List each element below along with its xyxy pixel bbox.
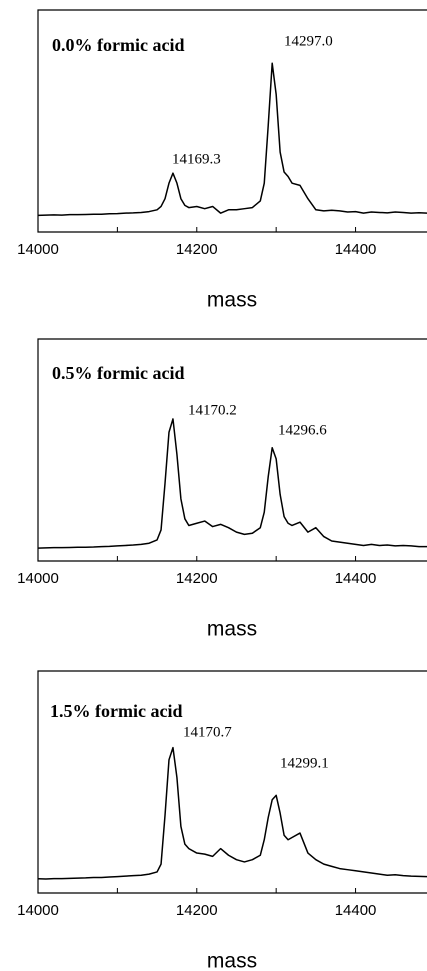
peak-label: 14299.1	[280, 755, 329, 771]
spectrum-line	[37, 746, 427, 880]
plot-frame	[37, 9, 427, 233]
peak-label: 14296.6	[278, 422, 327, 438]
x-tick-label: 14200	[176, 241, 218, 258]
x-tick-label: 14400	[335, 902, 377, 919]
peak-label: 14170.7	[183, 724, 232, 740]
x-axis-label: mass	[207, 289, 257, 312]
spectrum-line	[37, 418, 427, 549]
x-tick-label: 14400	[335, 570, 377, 587]
x-tick-label: 14200	[176, 570, 218, 587]
plot-frame	[37, 338, 427, 562]
peak-label: 14170.2	[188, 402, 237, 418]
peak-label: 14169.3	[172, 151, 221, 167]
x-axis-label: mass	[207, 618, 257, 641]
peak-label: 14297.0	[284, 33, 333, 49]
plot-frame	[37, 670, 427, 894]
x-tick-label: 14000	[17, 570, 59, 587]
panel-title: 0.5% formic acid	[52, 363, 184, 383]
panel-title: 1.5% formic acid	[50, 701, 182, 721]
x-tick-label: 14200	[176, 902, 218, 919]
panel-title: 0.0% formic acid	[52, 35, 184, 55]
x-tick-label: 14000	[17, 902, 59, 919]
x-axis-label: mass	[207, 950, 257, 971]
x-tick-label: 14400	[335, 241, 377, 258]
x-tick-label: 14000	[17, 241, 59, 258]
spectrum-line	[37, 62, 427, 217]
